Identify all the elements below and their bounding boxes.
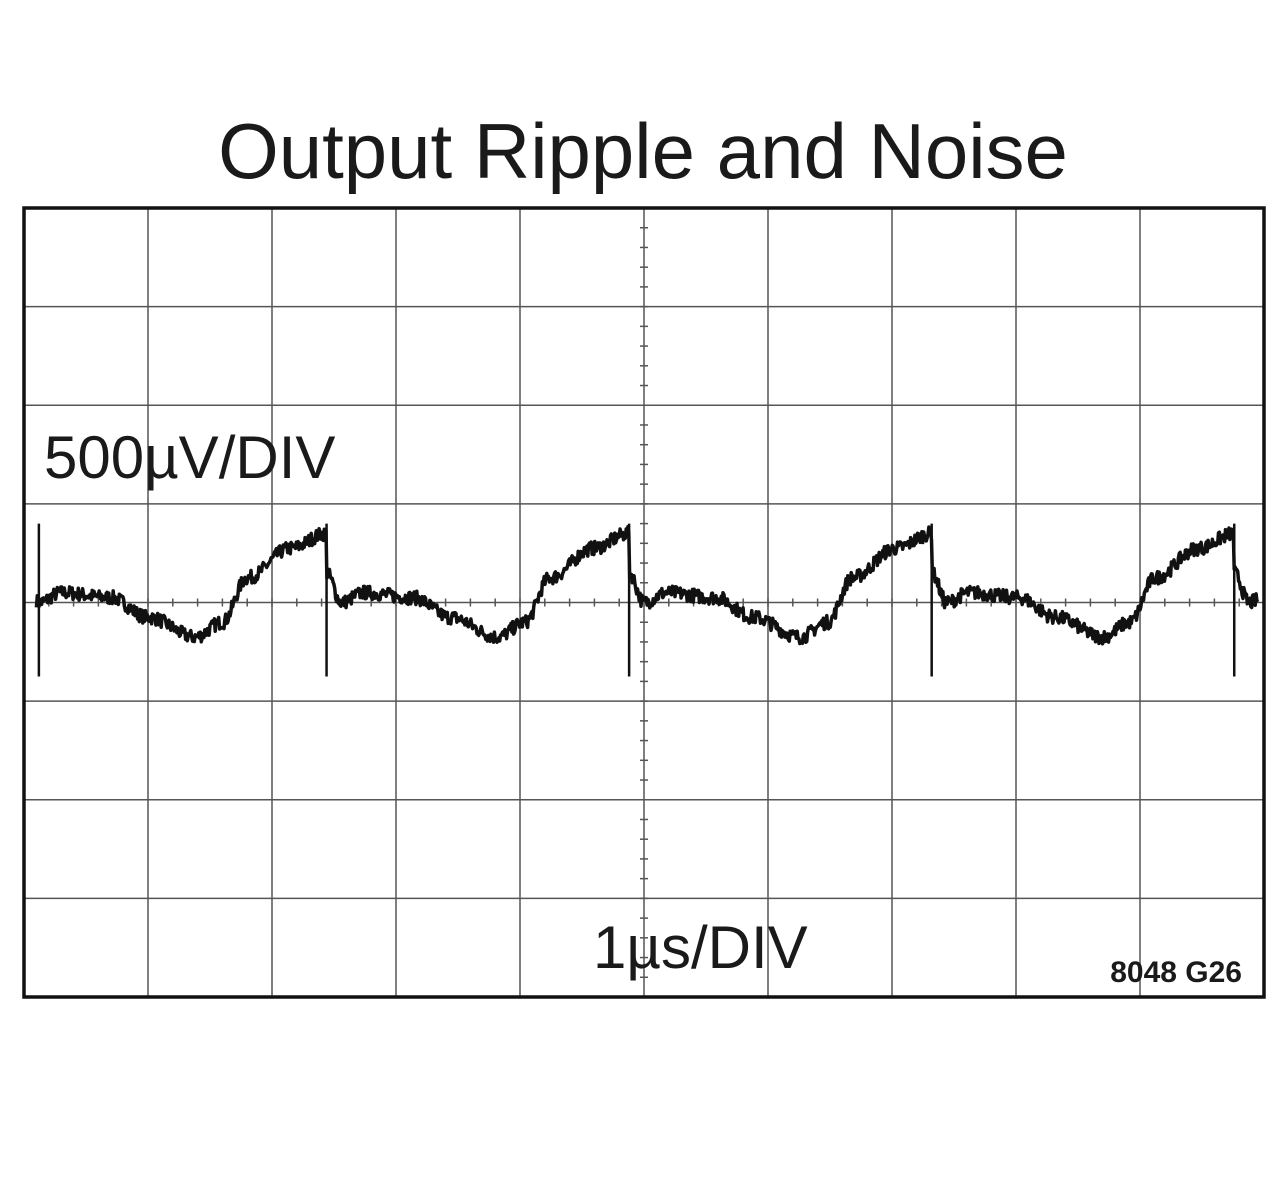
grid bbox=[23, 207, 1265, 998]
chart-title: Output Ripple and Noise bbox=[218, 107, 1068, 195]
plot-frame bbox=[22, 206, 1266, 999]
switching-spikes bbox=[37, 523, 1236, 677]
x-scale-label: 1µs/DIV bbox=[593, 914, 808, 981]
ripple-trace bbox=[34, 524, 1260, 646]
y-scale-label: 500µV/DIV bbox=[44, 424, 335, 491]
figure-reference: 8048 G26 bbox=[1110, 956, 1242, 989]
